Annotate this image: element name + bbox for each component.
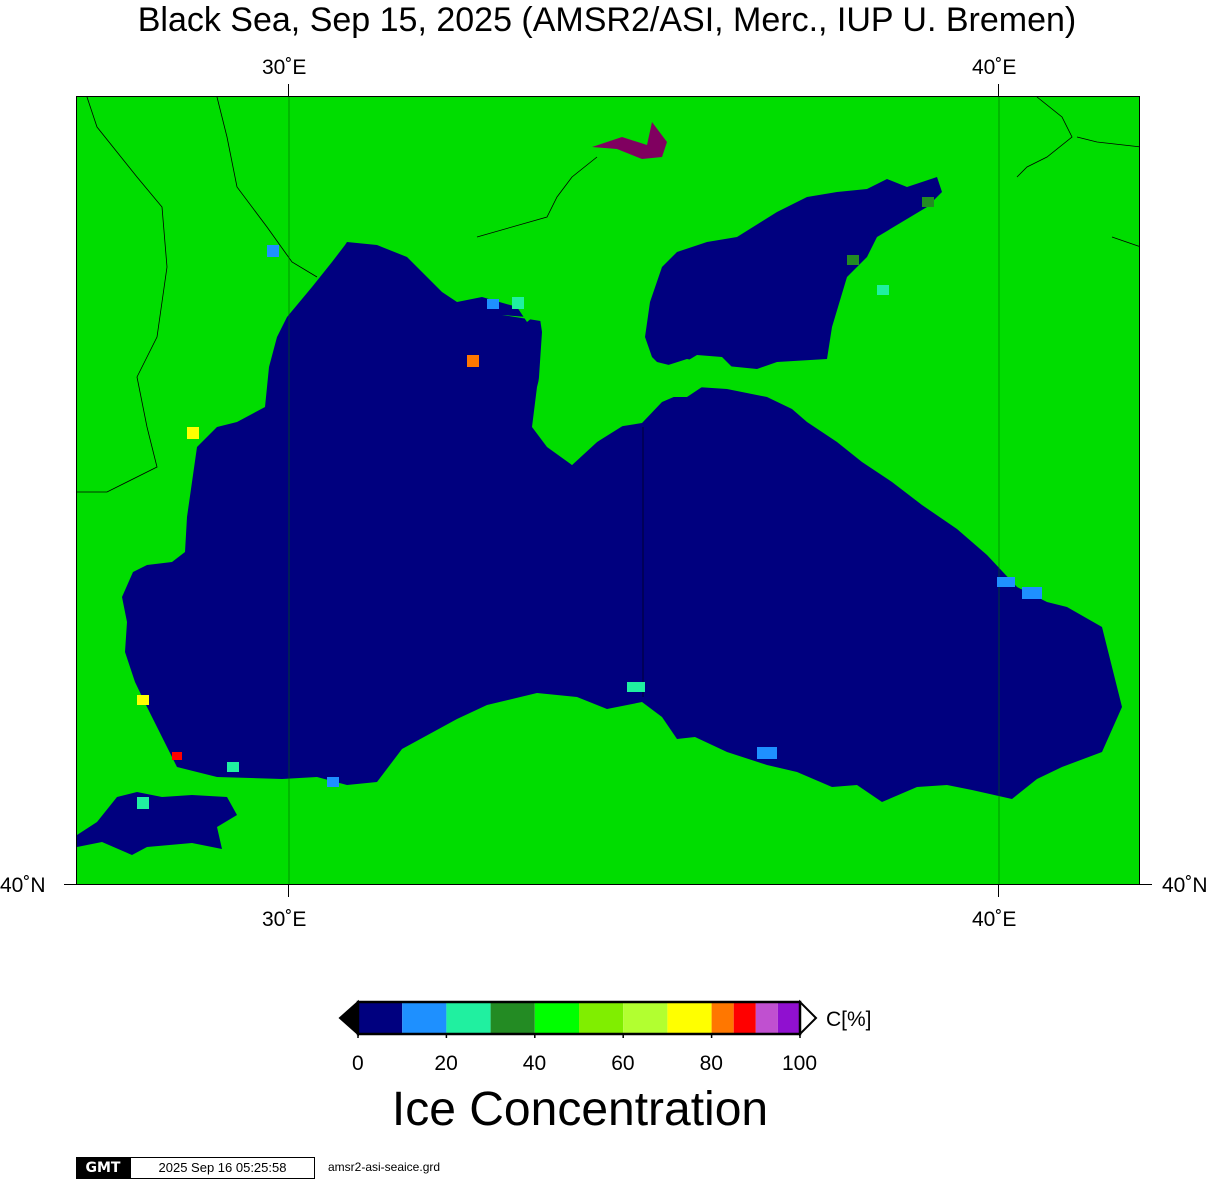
colorbar-tick-label: 40 [522, 1052, 547, 1075]
colorbar-tick-label: 60 [611, 1052, 635, 1075]
borders [77, 97, 1139, 493]
colorbar-cell [358, 1002, 403, 1034]
bottom-tick-30e [288, 885, 289, 897]
black-sea-map [77, 97, 1139, 884]
azov-sea-water [645, 177, 942, 369]
black-sea-water [122, 242, 1122, 802]
crimea-peninsula [502, 297, 737, 465]
colorbar-border [356, 1000, 802, 1036]
sivash-flag [592, 122, 667, 159]
colorbar-cell [402, 1002, 447, 1034]
colorbar-under-triangle [338, 999, 359, 1037]
coastal-ice-cells [137, 197, 1042, 809]
colorbar [338, 999, 818, 1038]
colorbar-cell [733, 1002, 756, 1034]
gmt-logo: GMT [76, 1157, 130, 1179]
colorbar-tick-label: 0 [352, 1052, 364, 1075]
colorbar-ticks [357, 1034, 801, 1038]
right-tick-40n [1140, 884, 1152, 885]
colorbar-cell [579, 1002, 624, 1034]
top-lon-label-30e: 30˚E [262, 56, 307, 79]
colorbar-over-triangle [799, 999, 818, 1037]
colorbar-cell [667, 1002, 712, 1034]
top-lon-label-40e: 40˚E [972, 56, 1017, 79]
map-title: Black Sea, Sep 15, 2025 (AMSR2/ASI, Merc… [137, 1, 1077, 39]
bottom-tick-40e [998, 885, 999, 897]
colorbar-title: Ice Concentration [391, 1083, 769, 1136]
grid-filename: amsr2-asi-seaice.grd [328, 1160, 441, 1174]
colorbar-cell [777, 1002, 800, 1034]
timestamp: 2025 Sep 16 05:25:58 [130, 1157, 315, 1179]
colorbar-unit-label: C[%] [826, 1008, 872, 1031]
right-lat-label-40n: 40˚N [1162, 874, 1208, 897]
top-tick-40e [998, 84, 999, 96]
colorbar-cell [534, 1002, 579, 1034]
colorbar-tick-label: 80 [699, 1052, 723, 1075]
colorbar-cell [623, 1002, 668, 1034]
colorbar-cell [711, 1002, 734, 1034]
top-tick-30e [288, 84, 289, 96]
colorbar-tick-label: 20 [434, 1052, 458, 1075]
colorbar-cell [490, 1002, 535, 1034]
left-lat-label-40n: 40˚N [0, 874, 46, 897]
bottom-lon-label-30e: 30˚E [262, 908, 307, 931]
left-tick-40n [64, 884, 76, 885]
marmara-sea-water [77, 792, 237, 855]
bottom-lon-label-40e: 40˚E [972, 908, 1017, 931]
colorbar-cell [755, 1002, 778, 1034]
map-panel [76, 96, 1140, 885]
colorbar-cell [446, 1002, 491, 1034]
colorbar-cells [358, 1002, 800, 1034]
colorbar-tick-label: 100 [782, 1052, 818, 1075]
